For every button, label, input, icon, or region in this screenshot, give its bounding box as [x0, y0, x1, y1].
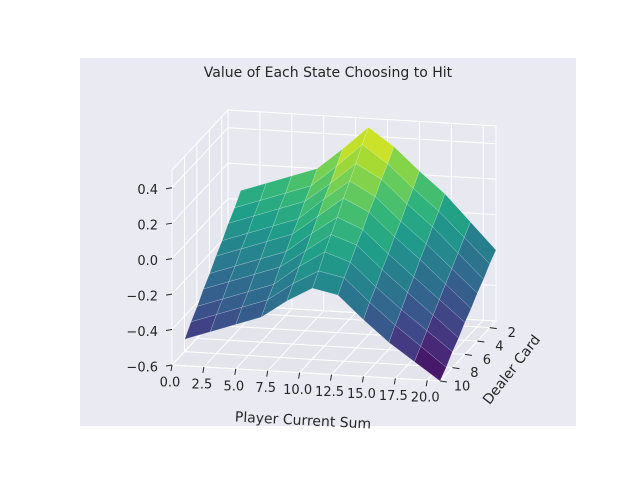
y-tick-label: 8 [470, 366, 478, 381]
z-tick [165, 187, 173, 190]
y-tick [477, 340, 485, 343]
z-tick [165, 222, 173, 225]
y-tick-label: 2 [508, 326, 516, 341]
grid-line [171, 162, 229, 224]
x-tick-label: 7.5 [255, 381, 276, 396]
x-tick-label: 2.5 [192, 377, 213, 392]
grid-line [184, 351, 453, 369]
x-tick-label: 5.0 [223, 379, 244, 394]
x-tick [234, 368, 237, 375]
z-tick-label: 0.4 [137, 183, 158, 198]
x-tick-label: 10.0 [283, 383, 312, 398]
x-tick [298, 372, 301, 379]
x-tick-label: 0.0 [160, 376, 181, 391]
z-tick [165, 293, 173, 296]
x-tick [425, 380, 428, 387]
y-tick [489, 327, 497, 330]
y-tick-label: 10 [454, 380, 471, 395]
chart-title: Value of Each State Choosing to Hit [204, 65, 453, 81]
x-tick [361, 376, 364, 383]
x-tick-label: 20.0 [411, 391, 440, 406]
y-tick [464, 353, 472, 356]
z-tick [165, 258, 173, 261]
grid-line [235, 308, 293, 370]
grid-line [171, 233, 229, 295]
grid-line [171, 127, 229, 189]
surface [184, 126, 497, 382]
grid-line [267, 310, 325, 372]
y-tick-label: 6 [483, 353, 491, 368]
z-tick-label: −0.6 [126, 361, 158, 376]
z-tick-label: −0.2 [126, 290, 158, 305]
z-tick [165, 364, 173, 367]
x-axis-label: Player Current Sum [234, 409, 371, 432]
grid-line [299, 312, 356, 373]
x-tick [170, 364, 173, 372]
x-tick [393, 378, 396, 385]
x-tick-label: 15.0 [347, 387, 376, 402]
x-tick [202, 366, 205, 373]
x-tick [266, 370, 269, 377]
z-tick [165, 329, 173, 332]
z-tick-label: −0.4 [126, 325, 158, 340]
y-tick-label: 4 [495, 340, 503, 355]
grid-line [171, 198, 229, 259]
y-tick [452, 367, 460, 370]
x-tick [330, 374, 333, 381]
x-tick-label: 17.5 [379, 389, 408, 404]
y-tick [439, 380, 448, 383]
x-tick-label: 12.5 [315, 385, 344, 400]
z-tick-label: 0.0 [137, 254, 158, 269]
z-tick-label: 0.2 [137, 219, 158, 234]
